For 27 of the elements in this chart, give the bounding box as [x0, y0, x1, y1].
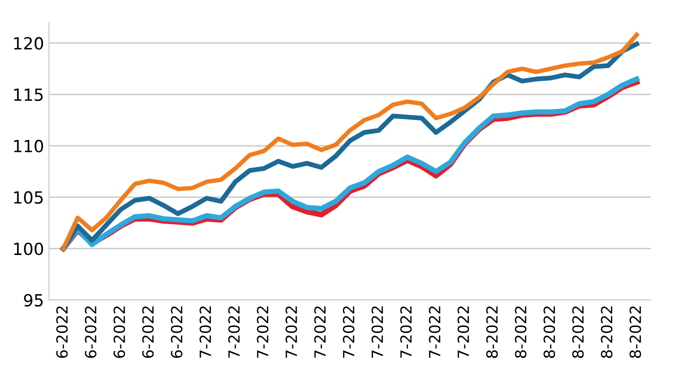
x-tick-label: 7-2022	[314, 306, 326, 358]
x-tick-label: 6-2022	[142, 306, 154, 358]
x-tick-label: 7-2022	[372, 306, 384, 358]
x-tick-label: 6-2022	[84, 306, 96, 358]
y-tick-label: 95	[24, 294, 43, 307]
y-tick-label: 115	[14, 88, 43, 102]
y-tick-label: 100	[14, 242, 44, 256]
x-tick-label: 7-2022	[256, 306, 268, 358]
x-tick-label: 8-2022	[630, 306, 642, 358]
x-tick-label: 8-2022	[600, 306, 612, 358]
y-tick-label: 105	[14, 191, 43, 204]
x-tick-label: 6-2022	[56, 306, 68, 358]
y-tick-label: 120	[14, 37, 44, 50]
x-tick-label: 8-2022	[514, 306, 526, 358]
x-tick-label: 8-2022	[572, 306, 584, 358]
x-tick-label: 7-2022	[228, 306, 240, 358]
x-tick-label: 7-2022	[200, 306, 212, 358]
x-tick-label: 8-2022	[486, 306, 498, 358]
x-tick-label: 6-2022	[170, 306, 182, 358]
x-tick-label: 7-2022	[428, 306, 440, 358]
x-tick-label: 8-2022	[544, 306, 556, 358]
x-tick-label: 7-2022	[342, 306, 354, 358]
x-tick-label: 7-2022	[286, 306, 298, 358]
x-tick-label: 6-2022	[114, 306, 126, 358]
y-tick-label: 110	[14, 140, 44, 152]
x-tick-label: 7-2022	[458, 306, 470, 358]
x-tick-label: 7-2022	[400, 306, 412, 358]
